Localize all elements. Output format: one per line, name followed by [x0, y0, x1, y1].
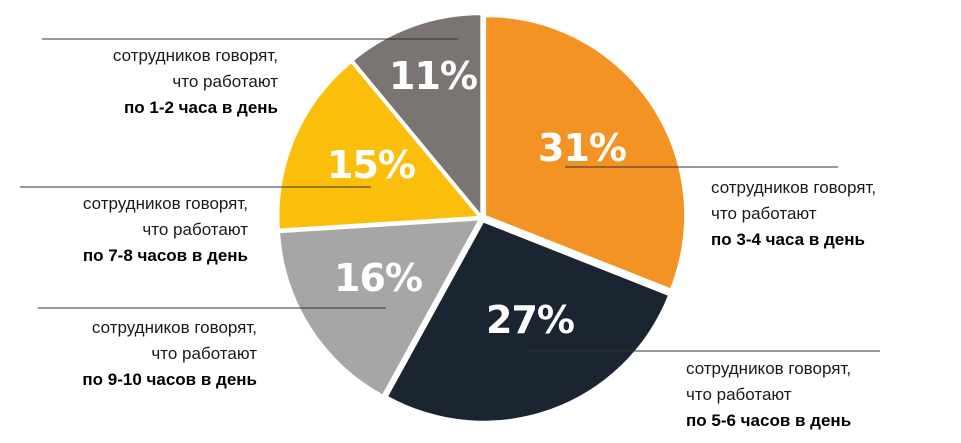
label-line-1: сотрудников говорят,: [711, 178, 877, 197]
pct-label-slice-11: 11%: [389, 54, 477, 98]
label-line-1: сотрудников говорят,: [91, 318, 257, 337]
label-slice-16: сотрудников говорят, что работают по 9-1…: [82, 315, 257, 393]
label-line-2: что работают: [151, 344, 257, 363]
label-line-1: сотрудников говорят,: [686, 359, 852, 378]
label-line-3: по 1-2 часа в день: [124, 98, 278, 117]
label-line-2: что работают: [711, 204, 817, 223]
slice-27: [388, 222, 668, 421]
slice-16: [280, 220, 478, 395]
label-line-1: сотрудников говорят,: [112, 46, 278, 65]
slice-11: [354, 15, 481, 214]
pct-label-slice-16: 16%: [334, 256, 422, 300]
label-line-2: что работают: [686, 385, 792, 404]
label-line-3: по 7-8 часов в день: [82, 246, 248, 265]
label-line-3: по 5-6 часов в день: [686, 411, 852, 430]
pct-label-slice-31: 31%: [538, 126, 626, 170]
label-line-2: что работают: [172, 72, 278, 91]
label-line-2: что работают: [142, 220, 248, 239]
label-line-3: по 9-10 часов в день: [82, 370, 257, 389]
label-slice-11: сотрудников говорят, что работают по 1-2…: [113, 43, 278, 121]
pct-label-slice-27: 27%: [486, 298, 574, 342]
label-line-1: сотрудников говорят,: [82, 194, 248, 213]
slice-31: [486, 17, 685, 289]
label-slice-15: сотрудников говорят, что работают по 7-8…: [83, 191, 248, 269]
label-line-3: по 3-4 часа в день: [711, 230, 865, 249]
label-slice-31: сотрудников говорят, что работают по 3-4…: [711, 175, 876, 253]
pct-label-slice-15: 15%: [327, 143, 415, 187]
label-slice-27: сотрудников говорят, что работают по 5-6…: [686, 356, 851, 434]
